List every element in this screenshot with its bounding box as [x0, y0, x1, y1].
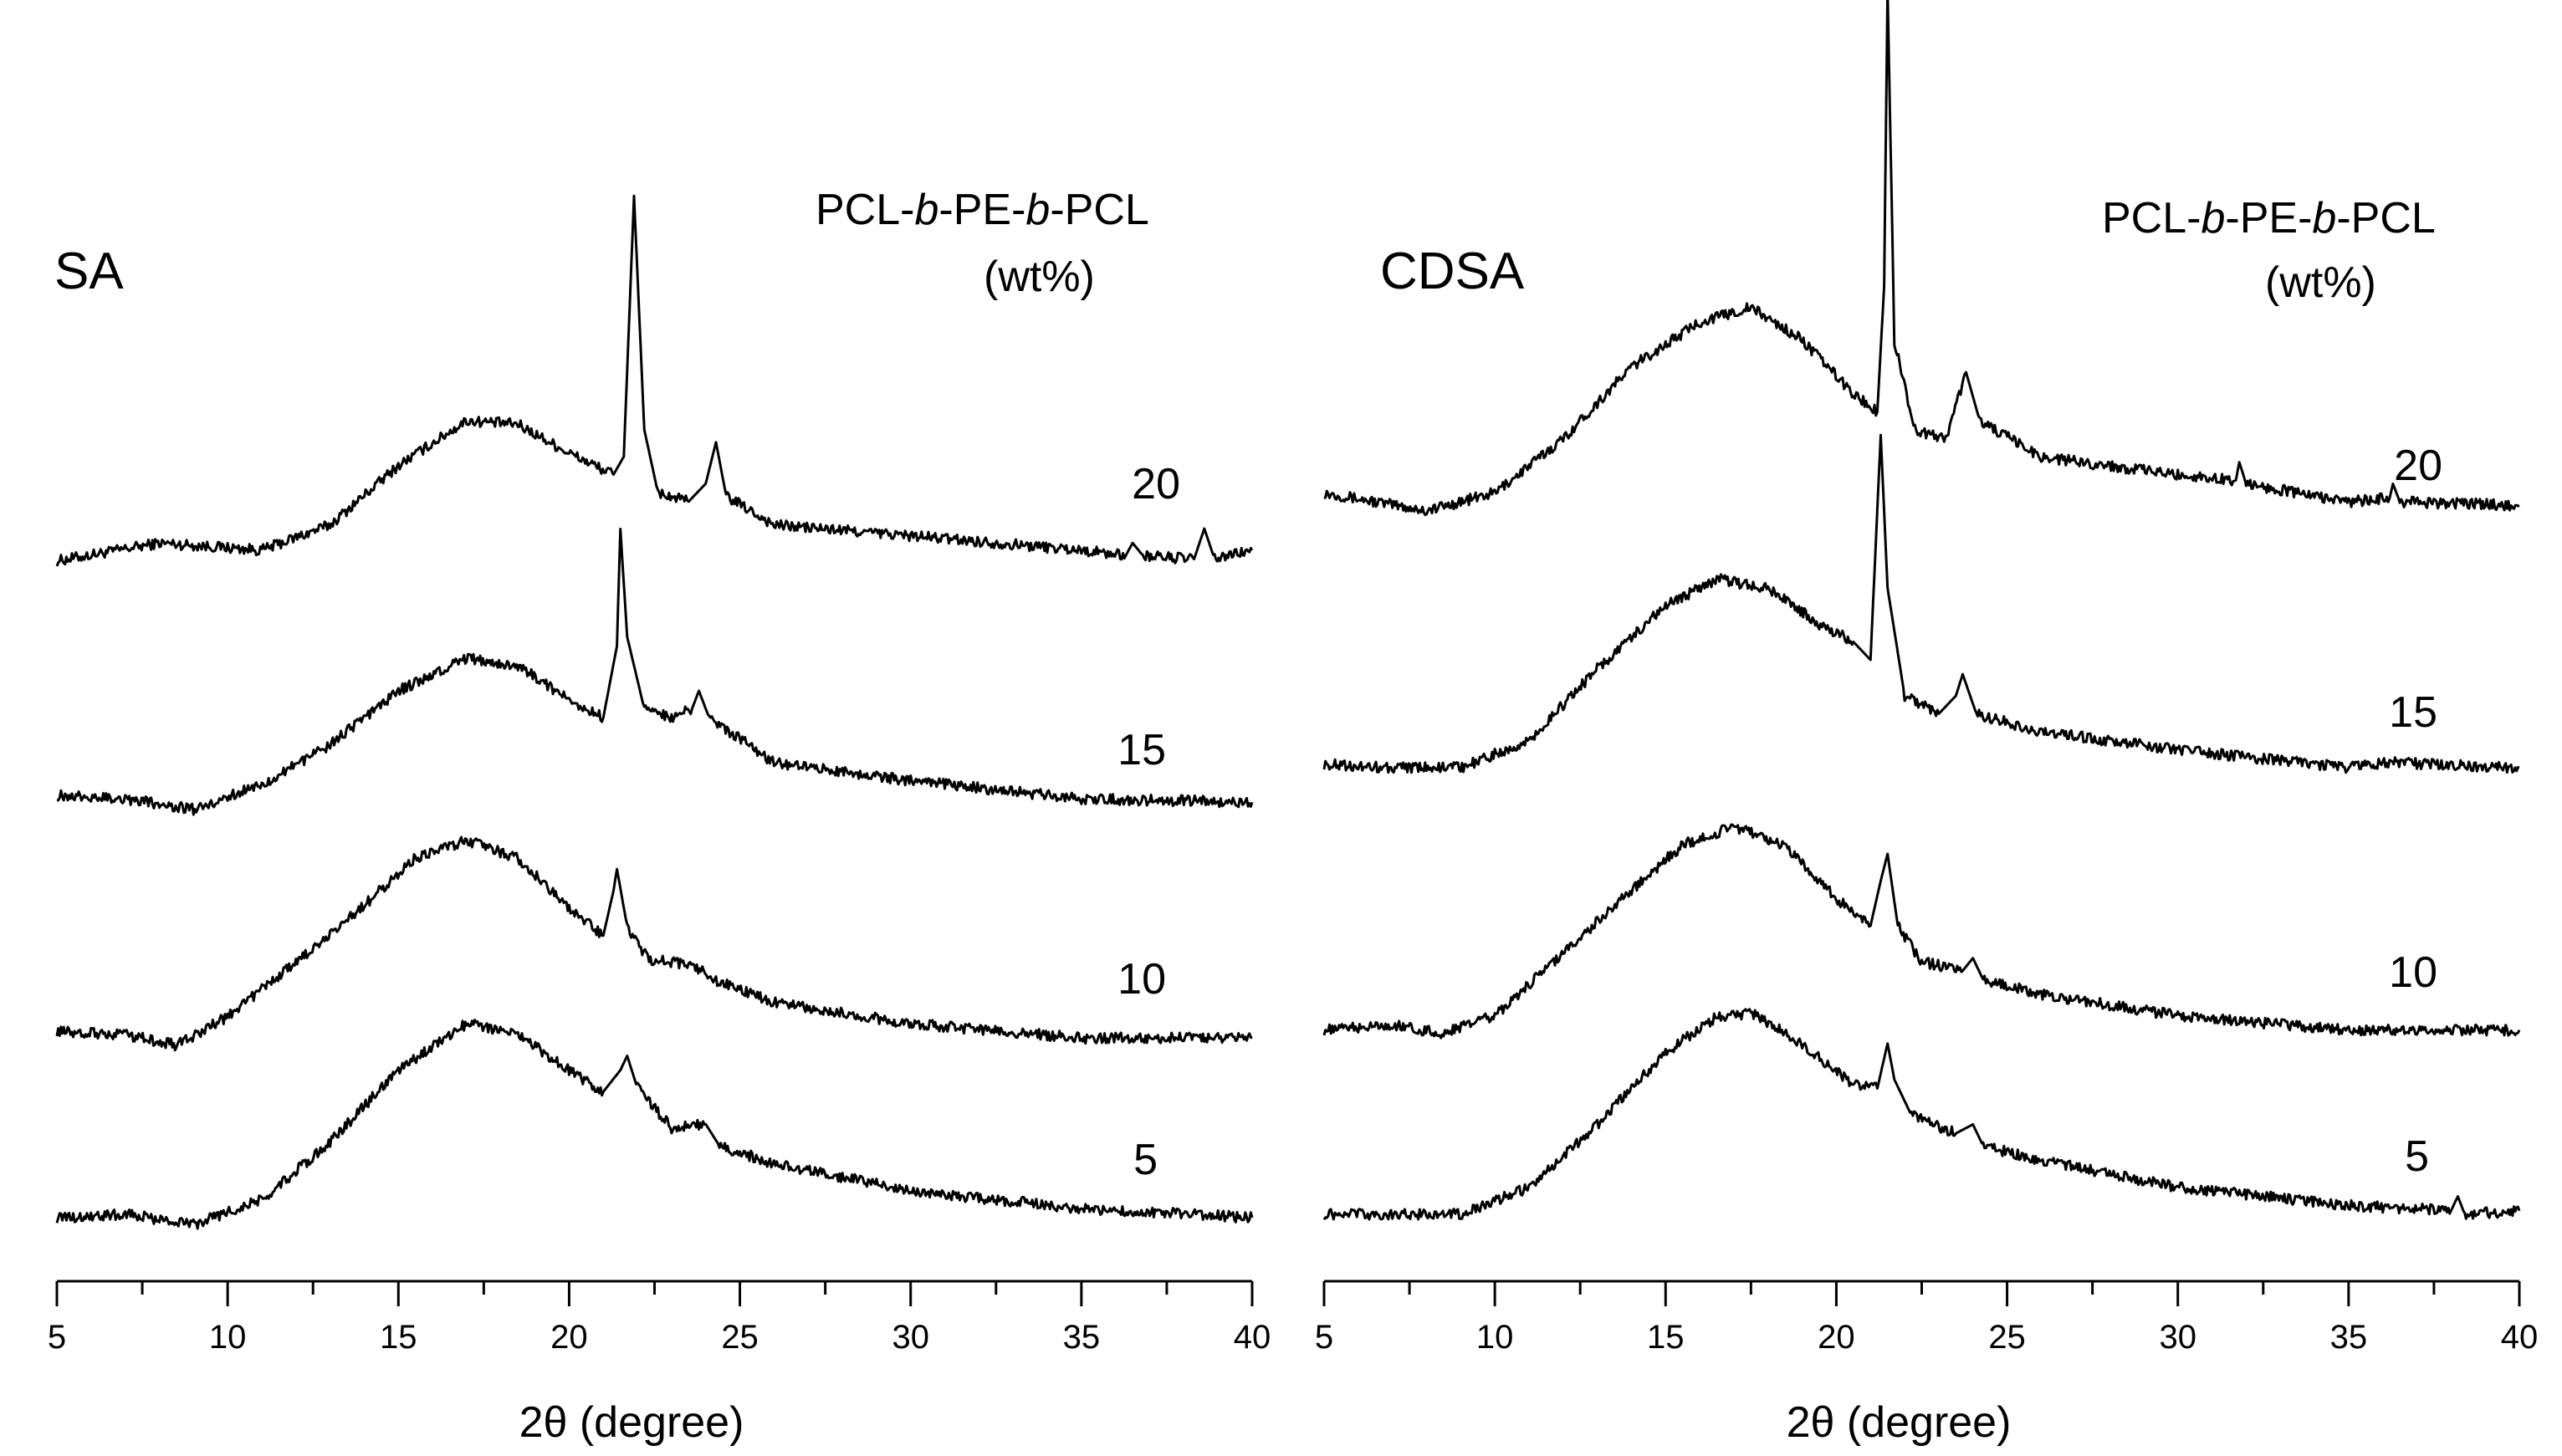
- x-tick-label: 40: [1234, 1319, 1271, 1356]
- panel-label: SA: [54, 243, 124, 300]
- legend-unit: (wt%): [2265, 258, 2376, 307]
- x-axis: 5 10 15 20 25 30 35 40: [1315, 1280, 2539, 1356]
- panel-label: CDSA: [1380, 243, 1525, 300]
- series-label-10: 10: [1117, 955, 1166, 1004]
- x-tick-label: 20: [1818, 1319, 1855, 1356]
- trace-group: [55, 194, 1254, 1230]
- legend-unit: (wt%): [984, 253, 1095, 301]
- series-label-15: 15: [1117, 726, 1166, 774]
- series-trace-10: [1322, 823, 2521, 1040]
- series-label-20: 20: [2394, 442, 2442, 490]
- series-trace-5: [55, 1019, 1254, 1230]
- trace-group: [1322, 0, 2521, 1221]
- series-trace-15: [56, 528, 1254, 816]
- x-tick-label: 25: [1988, 1319, 2026, 1356]
- x-tick-label: 10: [209, 1319, 247, 1356]
- series-trace-10: [55, 835, 1253, 1052]
- series-trace-20: [1323, 0, 2520, 517]
- series-label-15: 15: [2389, 688, 2437, 737]
- legend-title: PCL-b-PE-b-PCL: [816, 186, 1149, 234]
- series-trace-5: [1322, 1008, 2521, 1221]
- x-tick-label: 35: [2330, 1319, 2368, 1356]
- x-tick-label: 10: [1476, 1319, 1514, 1356]
- panel-sa: SA PCL-b-PE-b-PCL (wt%) 20 15 10 5 5 10 15…: [48, 186, 1271, 1447]
- panel-cdsa: CDSA PCL-b-PE-b-PCL (wt%) 20 15 10 5 5 10…: [1315, 0, 2538, 1447]
- x-tick-label: 25: [721, 1319, 759, 1356]
- x-tick-label: 30: [892, 1319, 929, 1356]
- series-trace-15: [1322, 433, 2520, 774]
- series-label-20: 20: [1132, 460, 1180, 508]
- series-label-5: 5: [1133, 1136, 1158, 1184]
- x-tick-label: 30: [2159, 1319, 2196, 1356]
- series-label-5: 5: [2405, 1132, 2429, 1181]
- x-tick-label: 15: [380, 1319, 417, 1356]
- x-tick-label: 15: [1647, 1319, 1685, 1356]
- x-tick-label: 5: [48, 1319, 66, 1356]
- x-axis-label: 2θ (degree): [519, 1398, 744, 1447]
- series-trace-20: [55, 194, 1254, 567]
- x-tick-label: 40: [2501, 1319, 2539, 1356]
- x-axis-label: 2θ (degree): [1787, 1398, 2012, 1447]
- x-tick-label: 5: [1315, 1319, 1333, 1356]
- x-axis: 5 10 15 20 25 30 35 40: [48, 1280, 1271, 1356]
- x-tick-label: 20: [550, 1319, 588, 1356]
- series-label-10: 10: [2389, 948, 2437, 997]
- legend-title: PCL-b-PE-b-PCL: [2102, 194, 2436, 243]
- x-tick-label: 35: [1063, 1319, 1101, 1356]
